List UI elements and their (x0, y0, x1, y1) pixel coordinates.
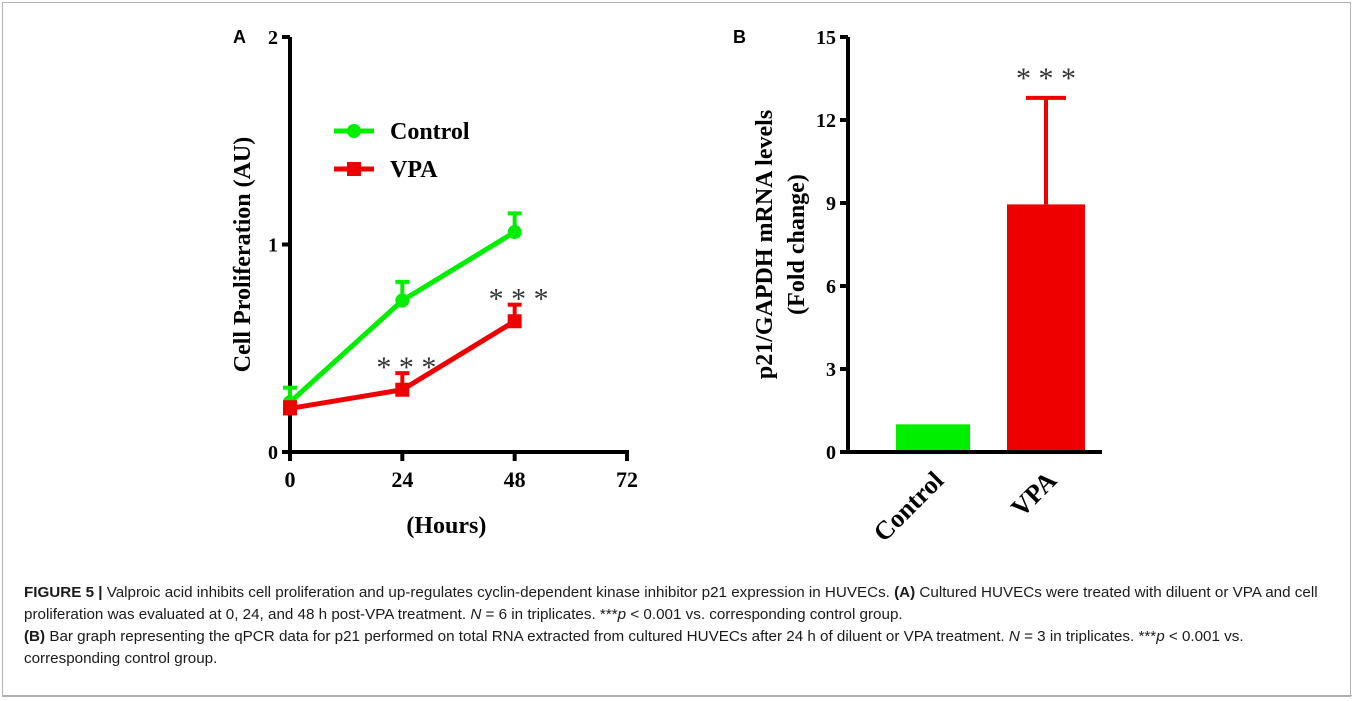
legend-marker-control (347, 124, 361, 138)
panel-a-x-axis-title: (Hours) (406, 513, 486, 539)
panel-a-y-tick-label: 0 (268, 442, 278, 464)
figure-caption: FIGURE 5 | Valproic acid inhibits cell p… (24, 582, 1324, 670)
data-point-vpa (283, 401, 297, 416)
caption-a-tag: (A) (894, 584, 916, 601)
panel-a-line-chart: 0 1 2 0 24 48 72 (Hours) Cell Proliferation (AU)… (230, 27, 638, 539)
caption-a-text2: = 6 in triplicates. *** (481, 606, 618, 623)
legend-label-vpa: VPA (390, 157, 438, 183)
caption-figure-label: FIGURE 5 | (24, 584, 103, 601)
panel-a-x-tick-label: 48 (504, 467, 526, 492)
significance-stars: * * * (376, 351, 436, 384)
caption-b-text1: Bar graph representing the qPCR data for… (45, 628, 1009, 645)
significance-stars: * * * (1016, 62, 1076, 95)
x-tick-label-vpa: VPA (1005, 466, 1062, 523)
caption-a-p: p (617, 606, 627, 623)
panel-a-x-tick-label: 0 (285, 467, 296, 492)
bar-control (896, 424, 970, 450)
panel-b-y-tick-label: 3 (826, 359, 836, 381)
panel-a-y-tick-label: 2 (268, 27, 278, 49)
caption-b-p: p (1156, 628, 1165, 645)
panel-b-y-axis-title-line2: (Fold change) (784, 174, 810, 315)
data-point-control (507, 225, 522, 240)
data-point-vpa (395, 382, 410, 397)
caption-b-text3: < 0.001 vs. corresponding control group. (24, 628, 1244, 667)
caption-a-n: N (470, 606, 482, 623)
panel-a-label: A (233, 27, 246, 47)
panel-b-y-axis-title-line1: p21/GAPDH mRNA levels (752, 110, 778, 379)
legend-marker-vpa (347, 162, 361, 176)
caption-b-text2: = 3 in triplicates. *** (1019, 628, 1157, 645)
panel-a-y-axis-title: Cell Proliferation (AU) (230, 137, 256, 373)
bar-vpa (1007, 204, 1085, 450)
significance-stars: * * * (489, 282, 549, 315)
caption-a-text3: < 0.001 vs. corresponding control group. (626, 606, 903, 623)
caption-b-n: N (1008, 628, 1020, 645)
caption-a-text1: Cultured HUVECs were treated with diluen… (24, 584, 1318, 623)
panel-a-x-tick-label: 24 (391, 467, 413, 492)
caption-intro: Valproic acid inhibits cell proliferatio… (102, 584, 895, 601)
panel-b-y-tick-label: 0 (826, 442, 836, 464)
panel-b-y-tick-label: 9 (826, 193, 836, 215)
caption-b-tag: (B) (24, 628, 46, 645)
panel-a-x-tick-label: 72 (616, 467, 638, 492)
data-point-control (395, 293, 410, 308)
legend-label-control: Control (390, 119, 470, 145)
x-tick-label-control: Control (868, 466, 949, 547)
panel-a-y-tick-label: 1 (268, 235, 278, 257)
panel-b-label: B (733, 27, 746, 47)
panel-b-y-tick-label: 12 (816, 110, 836, 132)
panel-b-y-tick-label: 6 (826, 276, 836, 298)
panel-b-bar-chart: 0 3 6 9 12 15 Control VPA * * * p21/GAPDH mRNA le… (752, 27, 1102, 547)
frame-bottom-rule (3, 695, 1352, 696)
data-point-vpa (507, 314, 522, 329)
panel-b-y-tick-label: 15 (816, 27, 836, 49)
